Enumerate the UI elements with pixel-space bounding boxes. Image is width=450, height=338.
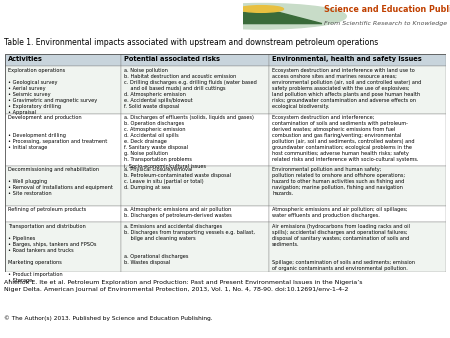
Bar <box>122 206 269 222</box>
Text: Exploration operations

• Geological survey
• Aerial survey
• Seismic survey
• G: Exploration operations • Geological surv… <box>8 68 97 115</box>
Bar <box>122 67 269 114</box>
Text: From Scientific Research to Knowledge: From Scientific Research to Knowledge <box>324 21 447 26</box>
Text: Atmospheric emissions and air pollution; oil spillages;
water effluents and prod: Atmospheric emissions and air pollution;… <box>272 208 408 218</box>
Text: Ecosystem destruction and interference with land use to
access onshore sites and: Ecosystem destruction and interference w… <box>272 68 422 109</box>
Text: Air emissions (hydrocarbons from loading racks and oil
spills); accidental disch: Air emissions (hydrocarbons from loading… <box>272 223 415 270</box>
Bar <box>4 206 122 222</box>
Bar <box>4 54 122 67</box>
Bar <box>4 114 122 166</box>
Bar <box>122 54 269 67</box>
Bar <box>122 166 269 206</box>
Text: a. Discharges of effluents (solids, liquids and gases)
b. Operation discharges
c: a. Discharges of effluents (solids, liqu… <box>125 115 254 168</box>
Bar <box>122 114 269 166</box>
Bar <box>4 67 122 114</box>
Text: a. Emissions and accidental discharges
b. Discharges from transporting vessels e: a. Emissions and accidental discharges b… <box>125 223 256 265</box>
Text: Table 1. Environmental impacts associated with upstream and downstream petroleum: Table 1. Environmental impacts associate… <box>4 38 379 47</box>
Bar <box>269 166 446 206</box>
Text: Refining of petroleum products: Refining of petroleum products <box>8 208 86 212</box>
Text: a. Physical closure/removal
b. Petroleum-contaminated waste disposal
c. Leave in: a. Physical closure/removal b. Petroleum… <box>125 168 232 191</box>
Text: Potential associated risks: Potential associated risks <box>125 56 220 62</box>
Circle shape <box>176 3 346 29</box>
Bar <box>4 166 122 206</box>
Text: © The Author(s) 2013. Published by Science and Education Publishing.: © The Author(s) 2013. Published by Scien… <box>4 315 213 321</box>
Text: Development and production


• Development drilling
• Processing, separation and: Development and production • Development… <box>8 115 107 150</box>
Bar <box>122 222 269 272</box>
Bar <box>269 54 446 67</box>
Bar <box>4 222 122 272</box>
Text: Science and Education Publishing: Science and Education Publishing <box>324 5 450 14</box>
Text: Ecosystem destruction and interference;
contamination of soils and sediments wit: Ecosystem destruction and interference; … <box>272 115 418 162</box>
Polygon shape <box>201 8 322 24</box>
Text: Aniefiok E. Ite et al. Petroleum Exploration and Production: Past and Present En: Aniefiok E. Ite et al. Petroleum Explora… <box>4 280 363 292</box>
Text: Environmental, health and safety issues: Environmental, health and safety issues <box>272 56 422 62</box>
Text: Activities: Activities <box>8 56 42 62</box>
Text: Transportation and distribution

• Pipelines
• Barges, ships, tankers and FPSOs
: Transportation and distribution • Pipeli… <box>8 223 96 283</box>
Bar <box>269 114 446 166</box>
Text: Environmental pollution and human safety;
pollution related to onshore and offsh: Environmental pollution and human safety… <box>272 168 405 196</box>
Text: Decommissioning and rehabilitation

• Well plugging
• Removal of installations a: Decommissioning and rehabilitation • Wel… <box>8 168 112 196</box>
Bar <box>269 67 446 114</box>
Bar <box>269 222 446 272</box>
Bar <box>269 206 446 222</box>
Text: a. Noise pollution
b. Habitat destruction and acoustic emission
c. Drilling disc: a. Noise pollution b. Habitat destructio… <box>125 68 257 109</box>
Circle shape <box>239 6 284 12</box>
Text: a. Atmospheric emissions and air pollution
b. Discharges of petroleum-derived wa: a. Atmospheric emissions and air polluti… <box>125 208 232 218</box>
